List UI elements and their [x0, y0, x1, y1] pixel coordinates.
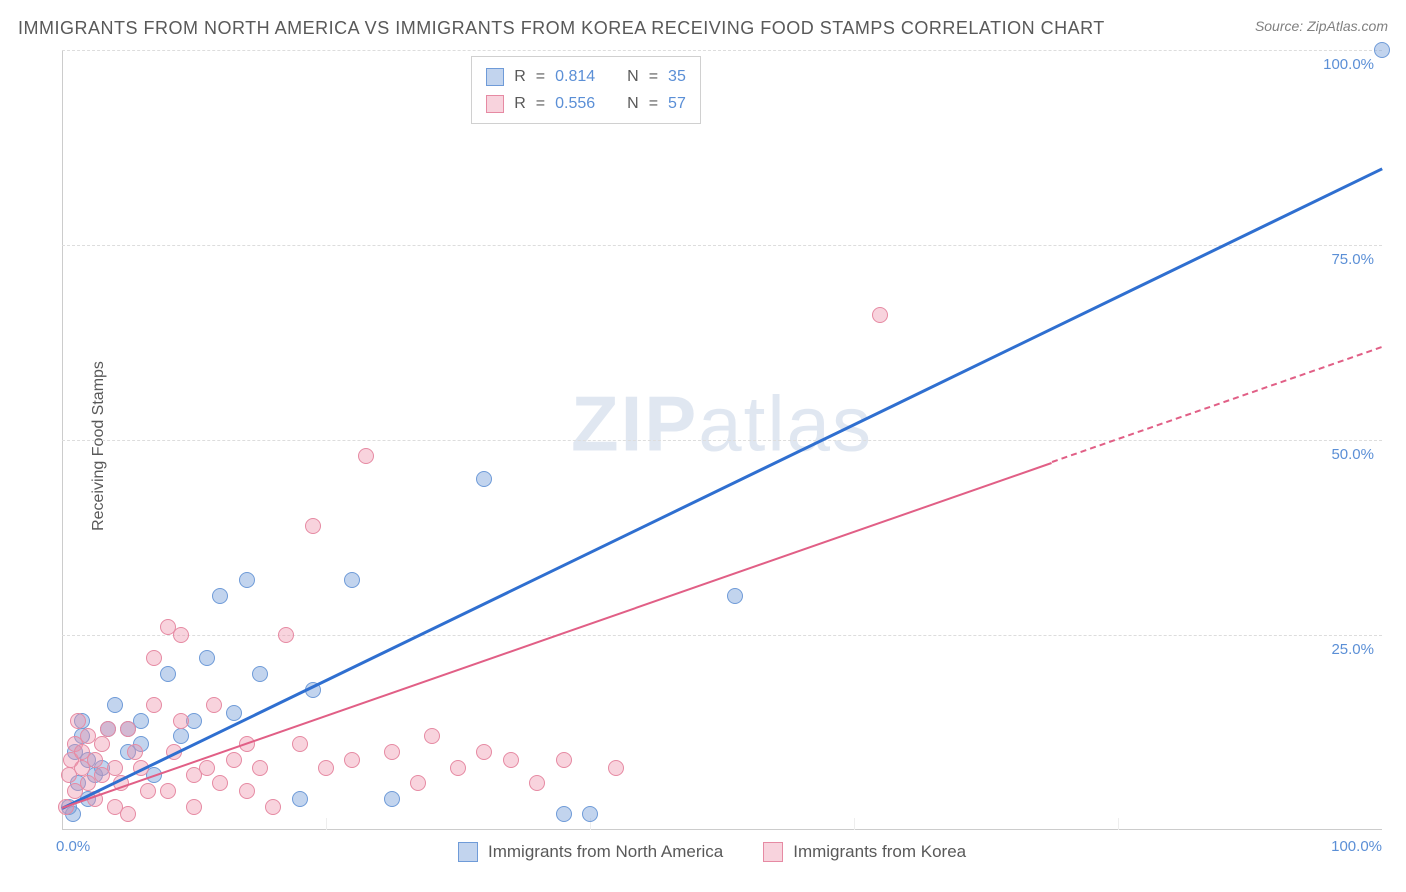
data-point — [265, 799, 281, 815]
series-legend: Immigrants from North America Immigrants … — [458, 842, 966, 862]
data-point — [100, 721, 116, 737]
data-point — [226, 705, 242, 721]
stats-row: R = 0.556 N = 57 — [486, 90, 686, 117]
n-value: 57 — [668, 90, 686, 117]
gridline — [62, 50, 1382, 51]
r-value: 0.556 — [555, 90, 595, 117]
data-point — [212, 775, 228, 791]
v-gridline — [854, 818, 855, 830]
data-point — [384, 744, 400, 760]
data-point — [206, 697, 222, 713]
data-point — [410, 775, 426, 791]
y-tick-label: 100.0% — [1323, 56, 1374, 73]
data-point — [529, 775, 545, 791]
equals-sign: = — [649, 63, 658, 90]
data-point — [160, 783, 176, 799]
data-point — [556, 806, 572, 822]
data-point — [87, 752, 103, 768]
legend-label: Immigrants from Korea — [793, 842, 966, 862]
stat-label: R — [514, 63, 526, 90]
data-point — [226, 752, 242, 768]
data-point — [278, 627, 294, 643]
chart-title: IMMIGRANTS FROM NORTH AMERICA VS IMMIGRA… — [18, 18, 1105, 39]
data-point — [140, 783, 156, 799]
data-point — [344, 572, 360, 588]
equals-sign: = — [649, 90, 658, 117]
stats-legend: R = 0.814 N = 35 R = 0.556 N = 57 — [471, 56, 701, 124]
legend-swatch — [763, 842, 783, 862]
v-gridline — [326, 818, 327, 830]
stat-label: R — [514, 90, 526, 117]
data-point — [556, 752, 572, 768]
data-point — [146, 650, 162, 666]
watermark: ZIPatlas — [571, 379, 873, 470]
stat-label: N — [627, 90, 639, 117]
data-point — [476, 471, 492, 487]
x-axis — [62, 829, 1382, 830]
data-point — [252, 760, 268, 776]
data-point — [424, 728, 440, 744]
data-point — [173, 713, 189, 729]
gridline — [62, 635, 1382, 636]
data-point — [107, 760, 123, 776]
data-point — [120, 721, 136, 737]
n-value: 35 — [668, 63, 686, 90]
legend-swatch — [486, 68, 504, 86]
legend-item: Immigrants from North America — [458, 842, 723, 862]
data-point — [173, 627, 189, 643]
data-point — [450, 760, 466, 776]
data-point — [608, 760, 624, 776]
data-point — [727, 588, 743, 604]
source-attribution: Source: ZipAtlas.com — [1255, 18, 1388, 34]
v-gridline — [1118, 818, 1119, 830]
data-point — [212, 588, 228, 604]
data-point — [872, 307, 888, 323]
data-point — [199, 760, 215, 776]
data-point — [476, 744, 492, 760]
legend-swatch — [458, 842, 478, 862]
data-point — [199, 650, 215, 666]
legend-label: Immigrants from North America — [488, 842, 723, 862]
data-point — [252, 666, 268, 682]
equals-sign: = — [536, 63, 545, 90]
data-point — [318, 760, 334, 776]
gridline — [62, 440, 1382, 441]
r-value: 0.814 — [555, 63, 595, 90]
scatter-plot: ZIPatlas 25.0%50.0%75.0%100.0%0.0%100.0%… — [62, 50, 1382, 830]
data-point — [1374, 42, 1390, 58]
data-point — [186, 799, 202, 815]
data-point — [344, 752, 360, 768]
stat-label: N — [627, 63, 639, 90]
data-point — [292, 791, 308, 807]
data-point — [358, 448, 374, 464]
legend-swatch — [486, 95, 504, 113]
data-point — [120, 806, 136, 822]
data-point — [292, 736, 308, 752]
x-tick-label: 100.0% — [1331, 838, 1382, 855]
trend-line — [61, 167, 1382, 809]
data-point — [160, 666, 176, 682]
y-tick-label: 50.0% — [1331, 446, 1374, 463]
data-point — [70, 713, 86, 729]
data-point — [239, 572, 255, 588]
legend-item: Immigrants from Korea — [763, 842, 966, 862]
data-point — [146, 697, 162, 713]
data-point — [94, 736, 110, 752]
data-point — [127, 744, 143, 760]
data-point — [582, 806, 598, 822]
stats-row: R = 0.814 N = 35 — [486, 63, 686, 90]
data-point — [503, 752, 519, 768]
data-point — [384, 791, 400, 807]
data-point — [107, 697, 123, 713]
y-tick-label: 75.0% — [1331, 251, 1374, 268]
x-tick-label: 0.0% — [56, 838, 90, 855]
data-point — [239, 783, 255, 799]
equals-sign: = — [536, 90, 545, 117]
y-tick-label: 25.0% — [1331, 641, 1374, 658]
gridline — [62, 245, 1382, 246]
data-point — [173, 728, 189, 744]
data-point — [305, 518, 321, 534]
